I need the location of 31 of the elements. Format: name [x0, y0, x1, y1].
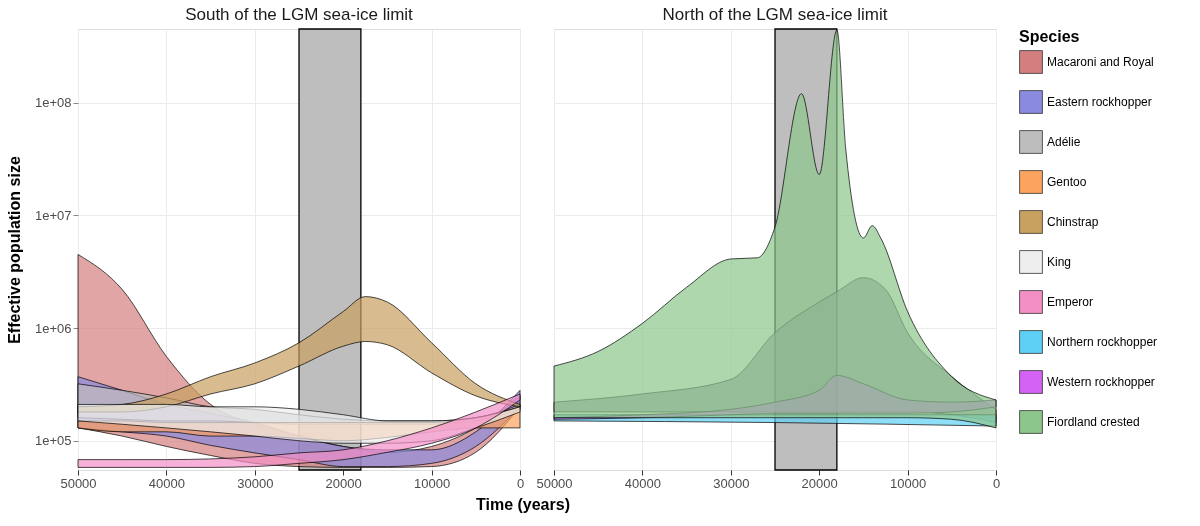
legend-label: Adélie	[1047, 135, 1081, 149]
legend-label: Gentoo	[1047, 175, 1087, 189]
chart-title: South of the LGM sea-ice limit	[185, 5, 414, 25]
y-tick-label: 1e+07	[34, 207, 72, 223]
chart-title: North of the LGM sea-ice limit	[662, 5, 888, 25]
x-tick-label: 20000	[801, 475, 838, 491]
x-axis-title: Time (years)	[475, 495, 570, 513]
legend-label: Emperor	[1047, 295, 1094, 309]
legend-title: Species	[1019, 28, 1080, 45]
x-tick-label: 20000	[325, 475, 362, 491]
legend-label: Eastern rockhopper	[1047, 95, 1152, 109]
legend-label: King	[1047, 255, 1072, 269]
x-tick-label: 40000	[148, 475, 185, 491]
x-tick-label: 10000	[414, 475, 451, 491]
legend-label: Northern rockhopper	[1047, 335, 1158, 349]
x-tick-label: 10000	[890, 475, 927, 491]
legend-label: Chinstrap	[1047, 215, 1099, 229]
legend-label: Fiordland crested	[1047, 415, 1140, 429]
x-tick-label: 50000	[536, 475, 573, 491]
x-tick-label: 30000	[713, 475, 750, 491]
legend-label: Macaroni and Royal	[1047, 55, 1154, 69]
x-tick-label: 0	[992, 475, 1001, 491]
y-tick-label: 1e+06	[34, 320, 72, 336]
y-tick-label: 1e+08	[34, 95, 72, 111]
x-tick-label: 40000	[624, 475, 661, 491]
x-tick-label: 30000	[237, 475, 274, 491]
y-axis-title: Effective population size	[5, 156, 23, 344]
legend-label: Western rockhopper	[1047, 375, 1155, 389]
y-tick-label: 1e+05	[34, 433, 72, 449]
x-tick-label: 50000	[60, 475, 97, 491]
x-tick-label: 0	[516, 475, 525, 491]
